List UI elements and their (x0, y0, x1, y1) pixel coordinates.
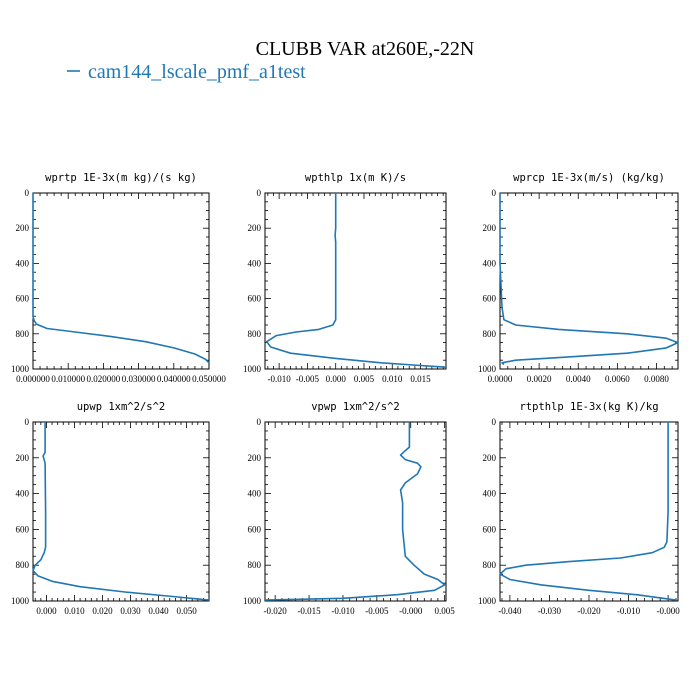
x-tick-label: 0.020 (92, 606, 113, 616)
x-tick-label: 0.040 (148, 606, 169, 616)
x-tick-label: 0.0000 (488, 374, 513, 384)
x-tick-label: 0.050 (176, 606, 197, 616)
y-tick-label: 1000 (11, 596, 30, 606)
x-tick-label: -0.010 (268, 374, 292, 384)
x-tick-label: 0.000000 (16, 374, 50, 384)
x-tick-label: 0.030 (120, 606, 141, 616)
x-tick-label: -0.030 (538, 606, 562, 616)
y-tick-label: 1000 (478, 364, 497, 374)
x-tick-label: -0.020 (264, 606, 288, 616)
subplot-1: wprtp 1E-3x(m kg)/(s kg) 0 200 400 600 800 100… (11, 172, 226, 384)
y-tick-label: 800 (483, 329, 497, 339)
subplot-title: wprtp 1E-3x(m kg)/(s kg) (45, 172, 197, 184)
series-line (499, 422, 677, 601)
y-tick-label: 200 (248, 453, 262, 463)
y-tick-label: 800 (16, 329, 30, 339)
x-tick-label: -0.005 (296, 374, 320, 384)
y-tick-label: 0 (492, 188, 497, 198)
subplot-title: upwp 1xm^2/s^2 (77, 401, 166, 413)
x-tick-label: 0.015 (410, 374, 431, 384)
y-tick-label: 0 (25, 188, 30, 198)
subplot-title: wprcp 1E-3x(m/s) (kg/kg) (513, 172, 665, 184)
y-tick-label: 400 (483, 258, 497, 268)
y-tick-label: 600 (483, 294, 497, 304)
y-tick-label: 200 (16, 223, 30, 233)
y-tick-label: 1000 (243, 364, 262, 374)
series-line (499, 193, 679, 366)
x-tick-label: -0.010 (617, 606, 641, 616)
y-tick-label: 600 (16, 294, 30, 304)
y-tick-label: 1000 (478, 596, 497, 606)
x-tick-label: 0.000 (326, 374, 347, 384)
y-tick-label: 0 (25, 417, 30, 427)
y-tick-label: 800 (248, 560, 262, 570)
y-tick-label: 400 (248, 489, 262, 499)
x-tick-label: 0.040000 (157, 374, 191, 384)
subplot-6: rtpthlp 1E-3x(kg K)/kg02004006008001000-… (478, 401, 680, 616)
y-tick-label: 0 (257, 417, 262, 427)
x-tick-label: 0.005 (435, 606, 456, 616)
figure-title: CLUBB VAR at260E,-22N (256, 38, 475, 60)
x-tick-label: 0.0080 (644, 374, 669, 384)
y-tick-label: 200 (16, 453, 30, 463)
legend: cam144_lscale_pmf_a1test (67, 61, 306, 83)
subplot-4: upwp 1xm^2/s^2 0 200 400 600 800 1000 0.000 0.01… (11, 401, 210, 616)
series-line (32, 422, 210, 601)
x-tick-label: 0.030000 (122, 374, 156, 384)
x-tick-label: -0.020 (577, 606, 601, 616)
plot-frame (32, 192, 210, 370)
y-tick-label: 600 (16, 524, 30, 534)
y-tick-label: 200 (483, 453, 497, 463)
y-tick-label: 400 (248, 258, 262, 268)
plot-frame (264, 192, 447, 370)
x-tick-label: -0.040 (498, 606, 522, 616)
y-tick-label: 800 (248, 329, 262, 339)
subplot-grid: wprtp 1E-3x(m kg)/(s kg) 0 200 400 600 800 100… (11, 172, 680, 616)
x-tick-label: 0.000 (36, 606, 57, 616)
x-tick-label: -0.000 (399, 606, 423, 616)
series-line (32, 193, 210, 364)
plot-frame (499, 192, 679, 370)
subplot-5: vpwp 1xm^2/s^2 0 200 400 600 800 1000-0.020 -0.… (243, 401, 455, 616)
plot-frame (32, 421, 210, 602)
x-tick-label: 0.050000 (192, 374, 226, 384)
x-tick-label: 0.0060 (605, 374, 630, 384)
x-tick-label: 0.010 (382, 374, 403, 384)
y-tick-label: 800 (16, 560, 30, 570)
y-tick-label: 200 (248, 223, 262, 233)
x-tick-label: 0.005 (354, 374, 375, 384)
y-tick-label: 0 (257, 188, 262, 198)
subplot-2: wpthlp 1x(m K)/s 0 200 400 600 800 1000 -0.010-… (243, 172, 447, 384)
x-tick-label: -0.000 (656, 606, 680, 616)
x-tick-label: 0.020000 (87, 374, 121, 384)
x-tick-label: 0.0040 (566, 374, 591, 384)
x-tick-label: -0.015 (297, 606, 321, 616)
y-tick-label: 600 (483, 524, 497, 534)
y-tick-label: 600 (248, 524, 262, 534)
series-line (265, 193, 447, 368)
y-tick-label: 400 (483, 489, 497, 499)
plot-frame (264, 421, 447, 602)
subplot-3: wprcp 1E-3x(m/s) (kg/kg) 0 200 400 600 800 100… (478, 172, 679, 384)
y-tick-label: 1000 (11, 364, 30, 374)
legend-label: cam144_lscale_pmf_a1test (88, 61, 306, 83)
y-tick-label: 400 (16, 489, 30, 499)
plot-frame (499, 421, 679, 602)
y-tick-label: 400 (16, 258, 30, 268)
series-line (264, 422, 446, 601)
x-tick-label: 0.010 (64, 606, 85, 616)
subplot-title: wpthlp 1x(m K)/s (305, 172, 406, 184)
x-tick-label: -0.005 (365, 606, 389, 616)
y-tick-label: 0 (492, 417, 497, 427)
y-tick-label: 1000 (243, 596, 262, 606)
y-tick-label: 800 (483, 560, 497, 570)
y-tick-label: 600 (248, 294, 262, 304)
x-tick-label: 0.0020 (527, 374, 552, 384)
y-tick-label: 200 (483, 223, 497, 233)
x-tick-label: 0.010000 (51, 374, 85, 384)
subplot-title: vpwp 1xm^2/s^2 (311, 401, 400, 413)
x-tick-label: -0.010 (331, 606, 355, 616)
subplot-title: rtpthlp 1E-3x(kg K)/kg (519, 401, 658, 413)
